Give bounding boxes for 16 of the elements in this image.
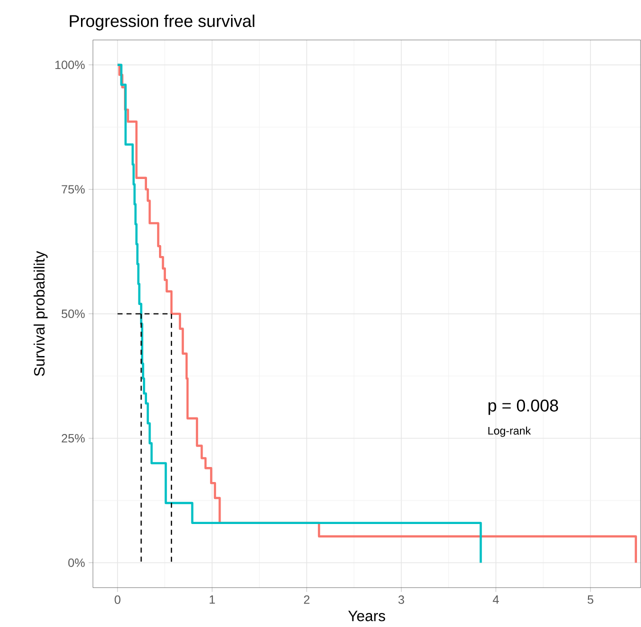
y-tick-label: 50% <box>62 310 85 318</box>
chart-title: Progression free survival <box>70 14 254 31</box>
x-tick-label: 2 <box>304 596 310 604</box>
x-tick-label: 5 <box>588 596 594 604</box>
x-tick-label: 1 <box>210 596 215 604</box>
y-tick-label: 25% <box>62 434 85 443</box>
x-tick-label: 4 <box>492 596 499 604</box>
annotation: p = 0.008 <box>488 400 558 416</box>
y-tick-label: 0% <box>68 558 85 568</box>
x-axis-title: Years <box>348 610 386 622</box>
x-tick-label: 3 <box>398 596 404 604</box>
y-tick-label: 100% <box>55 60 85 70</box>
y-axis-title: Survival probability <box>34 251 48 376</box>
y-tick-label: 75% <box>62 185 85 194</box>
x-tick-label: 0 <box>114 596 120 604</box>
annotation: Log-rank <box>488 426 531 438</box>
